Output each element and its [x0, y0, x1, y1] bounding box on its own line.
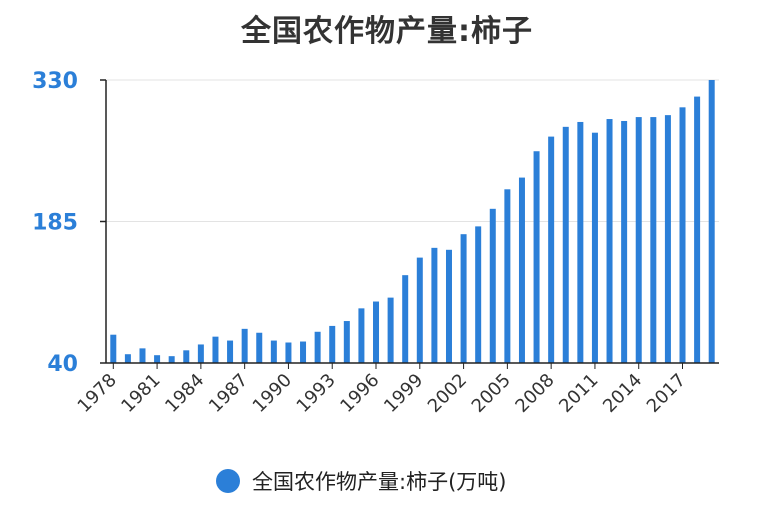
bar: [533, 151, 540, 363]
bar: [285, 342, 292, 363]
bar: [212, 336, 219, 363]
bar: [591, 132, 598, 363]
x-tick-label: 1990: [249, 370, 296, 417]
y-tick-label: 40: [47, 352, 78, 377]
bar: [431, 247, 438, 363]
bar: [694, 96, 701, 363]
y-tick-labels: 40 185 330: [32, 69, 78, 377]
x-tick-label: 2005: [468, 370, 515, 417]
bar: [358, 308, 365, 363]
bar: [168, 356, 175, 363]
bar: [621, 120, 628, 363]
bar: [679, 107, 686, 364]
bar: [577, 121, 584, 363]
x-tick-label: 1978: [74, 370, 121, 417]
bar: [635, 117, 642, 363]
legend-marker: [216, 469, 240, 493]
x-tick-label: 1993: [293, 370, 340, 417]
x-tick-label: 1987: [205, 370, 252, 417]
bar: [343, 321, 350, 363]
chart-title: 全国农作物产量:柿子: [241, 14, 533, 49]
legend-label: 全国农作物产量:柿子(万吨): [252, 470, 507, 494]
bar: [445, 249, 452, 363]
bar: [402, 275, 409, 363]
bar: [373, 301, 380, 363]
bar: [504, 189, 511, 363]
bar: [256, 332, 263, 363]
x-tick-label: 2014: [599, 370, 646, 417]
bar: [606, 119, 613, 363]
x-tick-label: 1984: [161, 370, 208, 417]
bar: [475, 226, 482, 363]
x-tick-label: 2002: [424, 370, 471, 417]
bar: [518, 177, 525, 363]
bar: [460, 234, 467, 363]
axes: [105, 80, 719, 364]
y-tick-label: 330: [32, 69, 78, 94]
bar: [227, 340, 234, 363]
bar: [489, 208, 496, 363]
bar: [139, 348, 146, 363]
y-tick-label: 185: [32, 211, 78, 236]
x-tick-label: 1981: [117, 370, 164, 417]
bar: [708, 80, 715, 363]
bar: [183, 350, 190, 363]
x-tick-label: 1999: [380, 370, 427, 417]
bars: [110, 80, 715, 364]
bar: [154, 355, 161, 363]
bar: [416, 257, 423, 363]
x-tick-labels: 1978198119841987199019931996199920022005…: [74, 363, 690, 417]
bar: [650, 117, 657, 363]
x-tick-label: 2008: [511, 370, 558, 417]
bar: [664, 115, 671, 363]
bar: [314, 331, 321, 363]
x-tick-label: 1996: [336, 370, 383, 417]
bar: [387, 297, 394, 363]
bar: [241, 328, 248, 363]
bar: [110, 334, 117, 363]
bar: [270, 340, 277, 363]
bar: [329, 325, 336, 363]
bar: [562, 126, 569, 364]
bar: [548, 136, 555, 363]
bar: [197, 344, 204, 363]
legend: 全国农作物产量:柿子(万吨): [216, 466, 506, 496]
bar: [124, 354, 131, 363]
x-tick-label: 2011: [555, 370, 602, 417]
bar: [300, 341, 307, 363]
x-tick-label: 2017: [643, 370, 690, 417]
